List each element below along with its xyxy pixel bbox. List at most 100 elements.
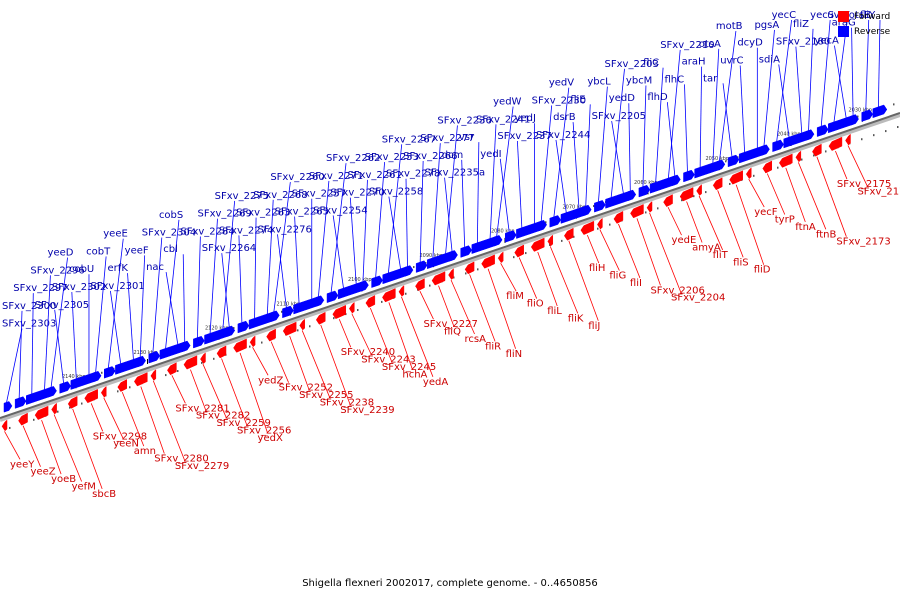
reverse-gene-label: yedV [549, 78, 574, 89]
minor-tick-bottom [201, 361, 203, 364]
forward-gene-callout [835, 150, 848, 180]
reverse-gene-callout [763, 29, 775, 146]
reverse-gene-callout [555, 139, 567, 214]
forward-gene-arrow [299, 318, 305, 331]
reverse-gene-callout [610, 68, 625, 199]
reverse-gene-label: fliY [860, 10, 876, 21]
forward-gene-callout [369, 307, 393, 363]
reverse-gene-label: SFxv_2305 [35, 300, 89, 311]
forward-gene-callout [717, 190, 744, 258]
reverse-gene-label: dcyD [737, 38, 763, 49]
reverse-gene-label: SFxv_2270 [330, 188, 384, 199]
reverse-gene-label: SFxv_2180 [776, 37, 830, 48]
reverse-gene-arrow [493, 235, 503, 247]
forward-gene-label: amyA [692, 243, 721, 254]
minor-tick-bottom [381, 300, 383, 303]
reverse-gene-arrow [326, 290, 339, 304]
forward-gene-arrow [34, 405, 49, 420]
minor-tick-bottom [117, 390, 119, 393]
forward-gene-arrow [530, 237, 545, 252]
forward-gene-arrow [431, 271, 446, 286]
reverse-gene-callout [71, 291, 77, 381]
reverse-gene-label: fliE [570, 94, 585, 105]
reverse-gene-callout [388, 196, 402, 271]
reverse-gene-callout [432, 143, 441, 260]
forward-gene-callout [518, 257, 538, 299]
reverse-gene-label: otsA [699, 39, 721, 50]
reverse-gene-arrow [772, 139, 784, 153]
reverse-gene-label: SFxv_2235a [425, 168, 486, 179]
forward-gene-label: fliI [630, 278, 642, 289]
forward-gene-callout [289, 335, 310, 391]
forward-gene-callout [487, 268, 516, 349]
forward-gene-arrow [613, 210, 624, 224]
forward-gene-callout [338, 319, 352, 348]
forward-gene-arrow [167, 362, 177, 376]
minor-tick-bottom [309, 325, 311, 328]
forward-gene-arrow [349, 301, 355, 314]
reverse-gene-callout [165, 219, 180, 350]
forward-gene-arrow [547, 234, 554, 247]
forward-gene-callout [121, 391, 145, 447]
reverse-gene-callout [865, 19, 870, 112]
forward-gene-arrow [497, 251, 504, 264]
reverse-gene-label: SFxv_2258 [369, 187, 423, 198]
forward-gene-callout [252, 347, 269, 376]
reverse-gene-arrow [371, 275, 383, 288]
minor-tick-bottom [801, 158, 803, 161]
reverse-gene-arrow [104, 366, 116, 379]
forward-gene-arrow [1, 419, 8, 432]
forward-gene-label: hchA [402, 369, 427, 380]
forward-gene-callout [469, 274, 496, 342]
forward-gene-callout [301, 330, 331, 398]
reverse-gene-label: SFxv_2237 [497, 131, 551, 142]
forward-gene-label: fliQ [444, 327, 461, 338]
minor-tick-top [281, 310, 283, 313]
minor-tick-bottom [753, 174, 755, 177]
reverse-gene-arrow [404, 265, 414, 277]
reverse-gene-arrow [850, 114, 859, 126]
forward-gene-label: yedX [258, 433, 283, 444]
minor-tick-bottom [465, 272, 467, 275]
reverse-gene-label: erfK [108, 263, 129, 274]
forward-gene-callout [537, 251, 558, 307]
minor-tick-bottom [609, 223, 611, 226]
reverse-gene-arrow [683, 169, 695, 183]
reverse-gene-label: SFxv_2244 [536, 130, 590, 141]
reverse-gene-callout [277, 234, 287, 309]
reverse-gene-label: motB [716, 21, 743, 32]
reverse-gene-callout [152, 237, 163, 354]
forward-gene-label: SFxv_2281 [175, 403, 229, 414]
minor-tick-bottom [549, 243, 551, 246]
forward-gene-label: SFxv_2239 [340, 405, 394, 416]
forward-gene-callout [171, 375, 186, 404]
reverse-gene-arrow [505, 230, 517, 243]
minor-tick-bottom [873, 134, 875, 137]
minor-tick-bottom [705, 191, 707, 194]
forward-gene-arrow [100, 385, 107, 398]
forward-gene-label: yeeY [10, 459, 35, 470]
reverse-gene-callout [362, 179, 368, 282]
forward-gene-callout [41, 419, 62, 475]
forward-gene-arrow [18, 412, 28, 426]
forward-gene-arrow [729, 170, 743, 185]
reverse-gene-callout [719, 30, 737, 162]
reverse-gene-label: SFxv_2296 [30, 265, 84, 276]
reverse-gene-label: flhC [664, 74, 684, 85]
reverse-gene-callout [597, 86, 608, 203]
reverse-gene-label: dcm [442, 150, 464, 161]
forward-gene-label: SFxv_2240 [341, 347, 395, 358]
reverse-gene-label: SFxv_2263 [236, 208, 290, 219]
reverse-gene-label: SFxv_2262 [326, 153, 380, 164]
forward-gene-label: amn [134, 446, 156, 457]
reverse-gene-callout [375, 162, 385, 279]
forward-gene-label: fliD [754, 265, 771, 276]
forward-gene-callout [735, 184, 765, 265]
forward-gene-label: tyrP [775, 215, 795, 226]
minor-tick-bottom [657, 207, 659, 210]
reverse-gene-callout [833, 19, 848, 124]
minor-tick-bottom [177, 370, 179, 373]
kbp-tick-label: 2050 kbp [706, 156, 730, 162]
reverse-gene-label: uvrC [720, 55, 743, 66]
reverse-gene-label: SFxv_2260 [270, 172, 324, 183]
